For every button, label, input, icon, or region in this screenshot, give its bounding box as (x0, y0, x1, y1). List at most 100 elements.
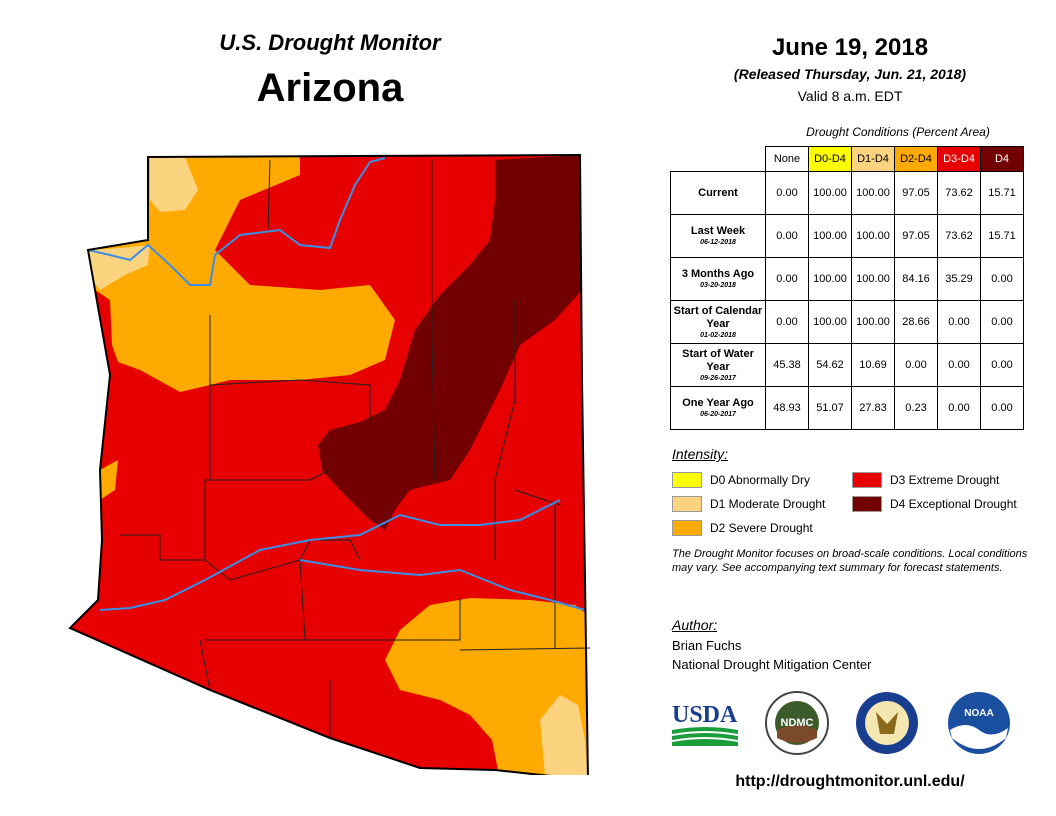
table-cell: 100.00 (851, 257, 895, 301)
table-cell: 27.83 (851, 386, 895, 430)
table-cell: 100.00 (808, 257, 852, 301)
row-label: One Year Ago 06-20-2017 (670, 386, 766, 430)
table-cell: 15.71 (980, 171, 1024, 215)
ndmc-logo-text: NDMC (781, 717, 814, 729)
legend-label-d0: D0 Abnormally Dry (710, 473, 811, 487)
table-cell: 0.00 (980, 300, 1024, 344)
table-cell: 73.62 (937, 171, 981, 215)
county-lines (120, 159, 591, 738)
table-cell: 100.00 (808, 214, 852, 258)
map-date: June 19, 2018 (771, 34, 929, 61)
region-d4 (318, 155, 582, 530)
table-cell: 73.62 (937, 214, 981, 258)
table-cell: 100.00 (808, 300, 852, 344)
drought-conditions-table: None D0-D4 D1-D4 D2-D4 D3-D4 D4 Current 0… (670, 146, 1024, 430)
map-subtitle: U.S. Drought Monitor (219, 30, 441, 55)
row-label-text: Last Week (690, 225, 746, 237)
website-link[interactable]: http://droughtmonitor.unl.edu/ (735, 773, 965, 790)
author-name: Brian Fuchs (672, 638, 742, 653)
table-cell: 84.16 (894, 257, 938, 301)
usda-logo-text: USDA (672, 702, 738, 728)
table-cell: 51.07 (808, 386, 852, 430)
table-row: Start of Water Year 09-26-2017 45.38 54.62 1… (670, 343, 1024, 387)
region-d1-southeast (540, 695, 588, 775)
col-header-d2-d4: D2-D4 (894, 146, 938, 172)
table-cell: 0.00 (765, 214, 809, 258)
table-cell: 100.00 (851, 171, 895, 215)
legend-label-d2: D2 Severe Drought (710, 521, 813, 535)
table-cell: 0.00 (894, 343, 938, 387)
legend-swatch-d4 (852, 496, 882, 512)
table-cell: 0.00 (980, 386, 1024, 430)
disclaimer-statement: The Drought Monitor focuses on broad-sca… (672, 548, 1028, 574)
author-organization: National Drought Mitigation Center (672, 657, 872, 672)
row-label: Last Week 06-12-2018 (670, 214, 766, 258)
table-row: Start of Calendar Year 01-02-2018 0.00 100.… (670, 300, 1024, 344)
table-cell: 0.00 (980, 343, 1024, 387)
table-row: One Year Ago 06-20-2017 48.93 51.07 27.83 0.2… (670, 386, 1024, 430)
row-label: 3 Months Ago 03-20-2018 (670, 257, 766, 301)
row-date: 06-20-2017 (700, 411, 736, 418)
table-cell: 0.23 (894, 386, 938, 430)
table-row: Current 0.00 100.00 100.00 97.05 73.62 15.71 (670, 171, 1024, 215)
table-cell: 48.93 (765, 386, 809, 430)
legend-label-d4: D4 Exceptional Drought (890, 497, 1017, 511)
row-label-text: One Year Ago (682, 397, 754, 409)
col-header-d0-d4: D0-D4 (808, 146, 852, 172)
row-label: Start of Calendar Year 01-02-2018 (670, 300, 766, 344)
table-corner (671, 147, 766, 172)
region-d2-west (100, 460, 118, 500)
table-cell: 10.69 (851, 343, 895, 387)
region-d2-southeast (385, 598, 588, 775)
state-title: Arizona (256, 66, 404, 110)
table-cell: 0.00 (937, 386, 981, 430)
col-header-d4: D4 (980, 146, 1024, 172)
table-cell: 0.00 (765, 257, 809, 301)
row-date: 09-26-2017 (700, 374, 736, 382)
table-cell: 35.29 (937, 257, 981, 301)
valid-time: Valid 8 a.m. EDT (797, 88, 903, 104)
region-d1-north (150, 157, 198, 212)
row-date: 06-12-2018 (700, 239, 736, 246)
legend-swatch-d2 (672, 520, 702, 536)
usda-logo: USDA (672, 702, 738, 746)
intensity-title: Intensity: (672, 446, 729, 462)
col-header-d3-d4: D3-D4 (937, 146, 981, 172)
row-label-text: Start of Calendar Year (673, 304, 763, 330)
row-label-text: Start of Water Year (682, 347, 754, 373)
region-d2-northwest (88, 155, 395, 392)
author-title: Author: (672, 617, 718, 633)
row-label-text: Current (698, 186, 738, 199)
release-date: (Released Thursday, Jun. 21, 2018) (733, 66, 967, 82)
table-cell: 0.00 (980, 257, 1024, 301)
noaa-logo-text: NOAA (964, 708, 993, 719)
table-cell: 45.38 (765, 343, 809, 387)
col-header-none: None (765, 146, 809, 172)
row-label: Start of Water Year 09-26-2017 (670, 343, 766, 387)
table-cell: 97.05 (894, 214, 938, 258)
doc-seal-logo (856, 692, 918, 754)
table-cell: 0.00 (765, 300, 809, 344)
noaa-logo: NOAA (948, 692, 1010, 754)
legend-swatch-d1 (672, 496, 702, 512)
row-label: Current (670, 171, 766, 215)
table-cell: 0.00 (937, 300, 981, 344)
table-cell: 100.00 (851, 300, 895, 344)
drought-map (68, 153, 591, 775)
row-label-text: 3 Months Ago (681, 268, 755, 280)
legend-label-d1: D1 Moderate Drought (710, 497, 826, 511)
rivers (87, 157, 586, 611)
table-cell: 15.71 (980, 214, 1024, 258)
table-cell: 100.00 (851, 214, 895, 258)
table-cell: 0.00 (765, 171, 809, 215)
table-cell: 28.66 (894, 300, 938, 344)
row-date: 03-20-2018 (700, 282, 736, 289)
arizona-outline (68, 153, 589, 775)
col-header-d1-d4: D1-D4 (851, 146, 895, 172)
table-cell: 0.00 (937, 343, 981, 387)
legend-swatch-d3 (852, 472, 882, 488)
table-cell: 100.00 (808, 171, 852, 215)
table-cell: 54.62 (808, 343, 852, 387)
ndmc-logo: NDMC (765, 691, 829, 755)
legend-swatch-d0 (672, 472, 702, 488)
